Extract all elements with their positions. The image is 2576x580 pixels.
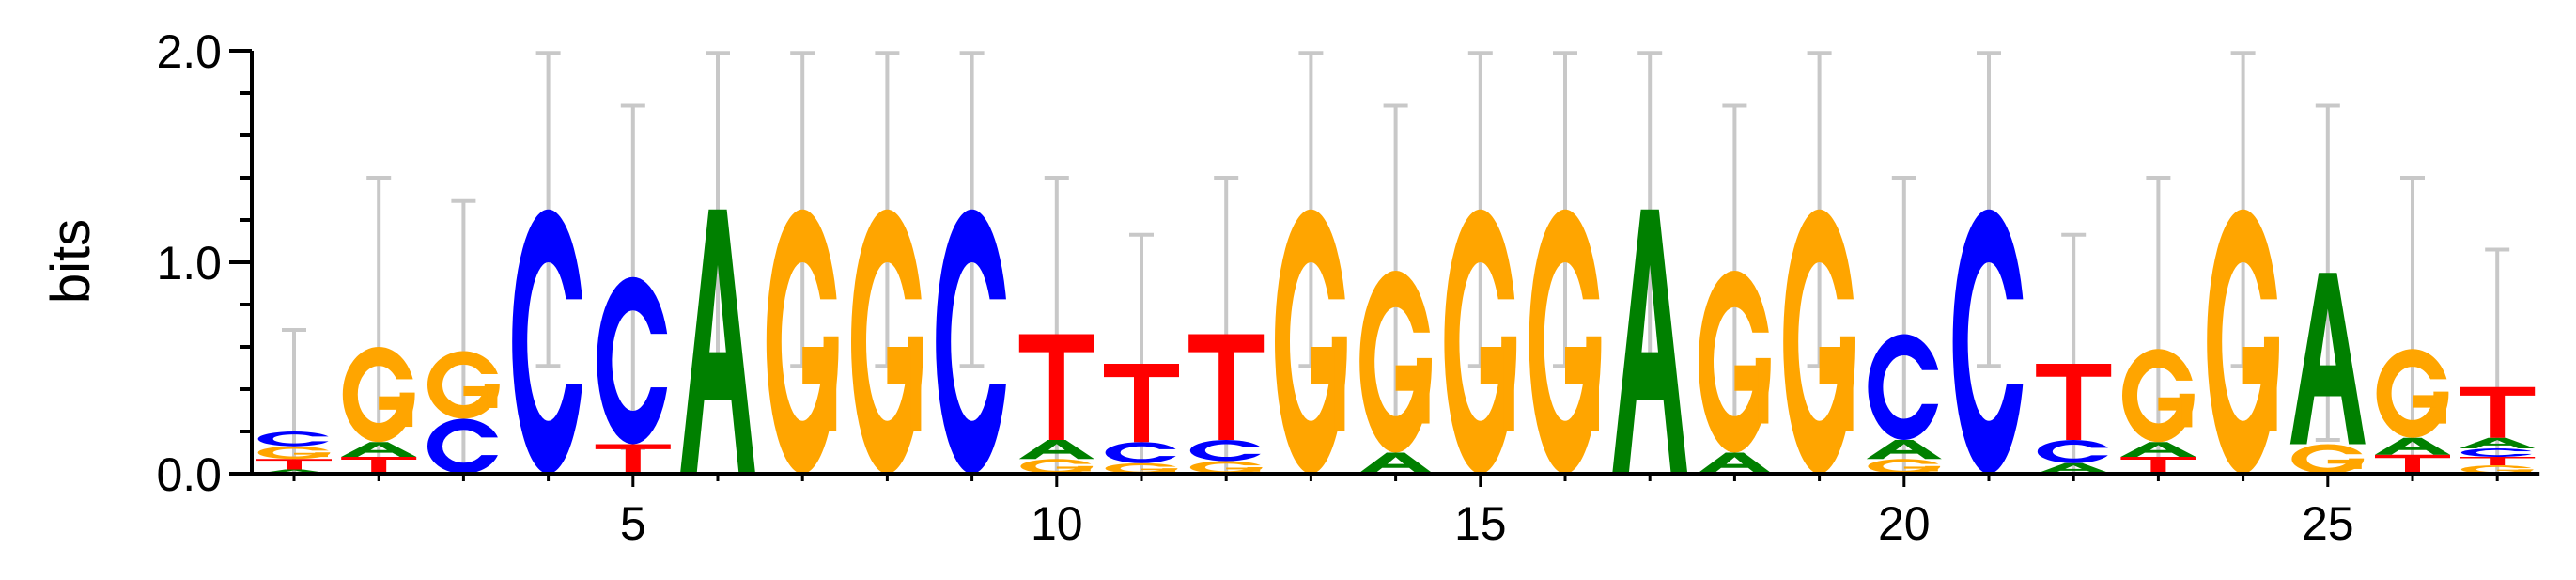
letter-A — [2375, 437, 2450, 455]
letter-T — [2460, 457, 2536, 465]
letter-T — [2120, 457, 2196, 474]
letter-A — [1697, 452, 1773, 474]
y-tick-label: 0.0 — [156, 448, 222, 501]
letter-G — [1868, 459, 1947, 475]
letter-T — [595, 444, 671, 474]
letter-C — [257, 431, 336, 447]
letter-G — [1699, 270, 1777, 453]
y-tick-label: 1.0 — [156, 237, 222, 290]
letter-G — [1020, 459, 1099, 475]
letter-A — [2036, 462, 2112, 474]
letter-G — [2122, 349, 2201, 443]
letter-G — [1189, 461, 1268, 475]
letters-layer — [256, 209, 2539, 475]
letter-T — [256, 459, 332, 470]
x-tick-label: 5 — [620, 497, 646, 550]
letter-A — [1018, 440, 1094, 460]
letter-G — [2376, 349, 2455, 438]
x-tick-label: 10 — [1031, 497, 1083, 550]
letter-G — [1529, 209, 1607, 475]
letter-A — [2289, 273, 2366, 445]
letter-C — [1105, 442, 1184, 463]
y-axis-label: bits — [40, 219, 101, 304]
x-tick-label: 20 — [1878, 497, 1931, 550]
letter-G — [766, 209, 845, 475]
y-axis: 0.0 1.0 2.0 — [156, 25, 254, 501]
letter-A — [1358, 452, 1434, 474]
letter-C — [512, 209, 591, 475]
letter-C — [1952, 209, 2031, 475]
letter-T — [1188, 334, 1265, 440]
letter-T — [2375, 454, 2450, 474]
x-tick-label: 25 — [2302, 497, 2354, 550]
letter-G — [342, 346, 421, 443]
letter-A — [1866, 440, 1942, 460]
letter-T — [2036, 364, 2112, 440]
letter-G — [1105, 462, 1184, 475]
letter-A — [1612, 209, 1688, 474]
letter-A — [2460, 437, 2536, 448]
letter-T — [1018, 334, 1094, 440]
y-tick-label: 2.0 — [156, 25, 222, 78]
letter-C — [427, 418, 506, 475]
letter-C — [2037, 439, 2116, 463]
letter-T — [2460, 386, 2536, 438]
letter-G — [1275, 209, 1354, 475]
letter-C — [2461, 447, 2539, 458]
letter-A — [341, 442, 417, 457]
letter-G — [2291, 444, 2370, 475]
letter-G — [851, 209, 930, 475]
x-tick-label: 15 — [1454, 497, 1507, 550]
letter-G — [257, 446, 336, 460]
letter-A — [2120, 442, 2196, 457]
letter-T — [1104, 364, 1179, 443]
letter-A — [680, 209, 755, 474]
letter-G — [1444, 209, 1523, 475]
letter-C — [936, 209, 1015, 475]
letter-T — [341, 457, 417, 474]
letter-G — [2207, 209, 2286, 475]
letter-G — [1359, 270, 1438, 453]
x-axis: 5 10 15 20 25 — [252, 472, 2540, 550]
letter-C — [597, 276, 675, 445]
letter-G — [1783, 209, 1862, 475]
letter-C — [1868, 334, 1947, 441]
letter-G — [427, 351, 506, 419]
letter-C — [1189, 439, 1268, 462]
